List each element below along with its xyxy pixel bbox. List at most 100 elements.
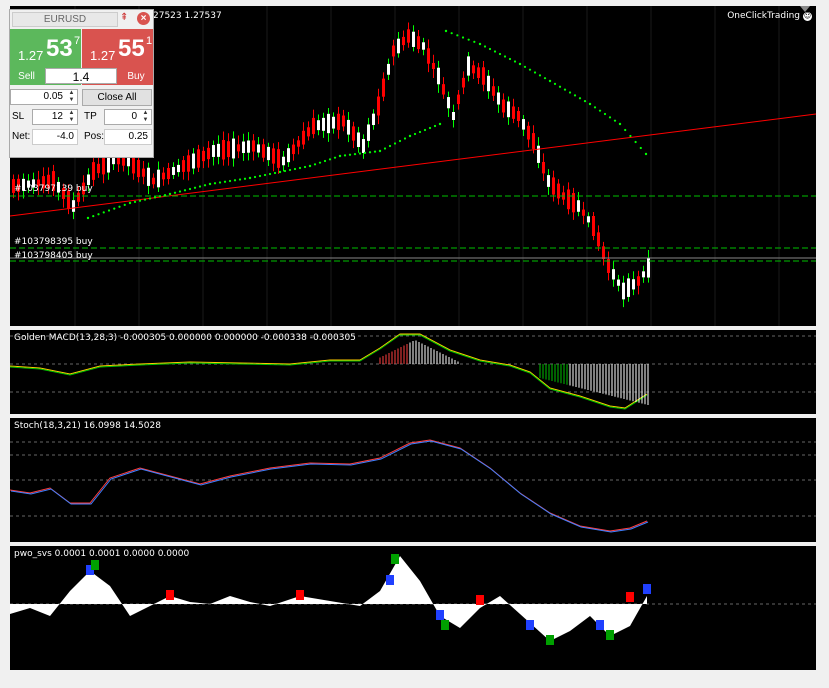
- sar-dot: [358, 152, 362, 155]
- candle-body: [42, 176, 45, 189]
- candle-body: [37, 179, 40, 187]
- pwo-segment: [626, 592, 634, 602]
- sar-dot: [288, 168, 292, 172]
- stop-loss-input[interactable]: 12: [32, 109, 78, 125]
- sar-dot: [318, 161, 322, 164]
- sl-spinner-icon[interactable]: ▲ ▼: [68, 110, 75, 123]
- candle-body: [452, 111, 455, 121]
- candle-body: [267, 146, 270, 161]
- sar-dot: [578, 97, 582, 100]
- pwo-canvas: [10, 554, 816, 645]
- pwo-area: [10, 556, 647, 641]
- sar-dot: [503, 55, 507, 58]
- sar-dot: [123, 203, 126, 206]
- sar-dot: [553, 82, 557, 85]
- pwo-segment: [391, 554, 399, 564]
- sar-dot: [461, 36, 465, 39]
- sar-dot: [343, 154, 347, 157]
- sar-dot: [243, 177, 247, 180]
- candle-body: [302, 130, 305, 145]
- sar-dot: [238, 178, 242, 181]
- sar-dot: [208, 182, 212, 186]
- sar-dot: [403, 137, 407, 140]
- sar-dot: [178, 190, 182, 193]
- stochastic-pane[interactable]: Stoch(18,3,21) 16.0998 14.5028: [10, 418, 816, 542]
- take-profit-input[interactable]: 0: [104, 109, 152, 125]
- candle-body: [477, 67, 480, 78]
- sar-dot: [629, 134, 632, 138]
- pwo-pane[interactable]: pwo_svs 0.0001 0.0001 0.0000 0.0000: [10, 546, 816, 670]
- sar-dot: [603, 112, 607, 116]
- close-icon[interactable]: ×: [137, 12, 150, 25]
- buy-price-pips: 55: [118, 35, 145, 62]
- candle-body: [597, 232, 600, 247]
- close-all-button[interactable]: Close All: [82, 89, 152, 106]
- candle-body: [257, 144, 260, 153]
- pwo-segment: [386, 575, 394, 585]
- candle-body: [327, 113, 330, 134]
- sar-dot: [488, 47, 492, 51]
- candle-body: [507, 101, 510, 118]
- candle-body: [462, 77, 465, 88]
- chart-shift-icon[interactable]: [800, 6, 810, 12]
- candle-body: [437, 67, 440, 85]
- sar-dot: [338, 154, 342, 158]
- price-chart-pane[interactable]: 27523 1.27537 OneClickTrading ☺ #1037971…: [10, 6, 816, 326]
- sar-dot: [423, 128, 427, 132]
- lot-step-input[interactable]: 0.05: [10, 89, 78, 105]
- candle-body: [372, 113, 375, 126]
- candle-body: [447, 97, 450, 109]
- candle-body: [642, 271, 645, 278]
- buy-price-fraction: 1: [146, 35, 153, 47]
- candle-body: [162, 172, 165, 180]
- panel-title-bar[interactable]: EURUSD ⇞ ×: [10, 10, 153, 27]
- sar-dot: [548, 79, 552, 83]
- candle-body: [467, 56, 470, 76]
- sar-dot: [348, 153, 352, 156]
- candle-body: [237, 144, 240, 152]
- oneclick-settings-icon[interactable]: ☺: [803, 11, 812, 21]
- candle-body: [157, 169, 160, 188]
- sar-dot: [128, 201, 132, 205]
- sar-dot: [608, 116, 612, 119]
- sar-dot: [102, 211, 105, 214]
- sar-dot: [523, 65, 527, 68]
- sar-dot: [413, 132, 417, 136]
- candle-body: [427, 48, 430, 64]
- oneclick-trading-label[interactable]: OneClickTrading ☺: [727, 11, 812, 21]
- symbol-selector[interactable]: EURUSD: [12, 12, 118, 27]
- sar-dot: [388, 144, 392, 148]
- sar-dot: [107, 209, 111, 212]
- candle-body: [342, 115, 345, 127]
- candle-body: [512, 106, 515, 119]
- stoch-main-line: [10, 439, 648, 532]
- sar-dot: [583, 100, 587, 103]
- sar-dot: [593, 106, 597, 109]
- macd-label: Golden MACD(13,28,3) -0.000305 0.000000 …: [14, 333, 356, 343]
- sar-dot: [86, 216, 90, 220]
- pwo-segment: [91, 560, 99, 570]
- candle-body: [107, 154, 110, 173]
- pin-icon[interactable]: ⇞: [120, 12, 129, 23]
- sar-dot: [639, 146, 642, 150]
- macd-pane[interactable]: Golden MACD(13,28,3) -0.000305 0.000000 …: [10, 330, 816, 414]
- sar-dot: [213, 182, 217, 185]
- sell-button[interactable]: Sell: [10, 69, 43, 85]
- candle-body: [47, 174, 50, 189]
- candle-body: [617, 279, 620, 286]
- lot-size-input[interactable]: 1.4: [45, 68, 117, 84]
- price-chart-canvas: [10, 6, 816, 326]
- candle-body: [537, 145, 540, 163]
- buy-button[interactable]: Buy: [119, 69, 153, 85]
- candle-body: [602, 246, 605, 259]
- order-label-3: #103798405 buy: [14, 251, 93, 261]
- candle-body: [337, 113, 340, 130]
- tp-spinner-icon[interactable]: ▲ ▼: [142, 110, 149, 123]
- candle-body: [197, 149, 200, 168]
- candle-body: [67, 190, 70, 209]
- sar-dot: [223, 180, 227, 183]
- lot-step-spinner-icon[interactable]: ▲ ▼: [68, 90, 75, 103]
- candle-body: [287, 148, 290, 163]
- candle-body: [547, 175, 550, 187]
- sar-dot: [113, 207, 116, 210]
